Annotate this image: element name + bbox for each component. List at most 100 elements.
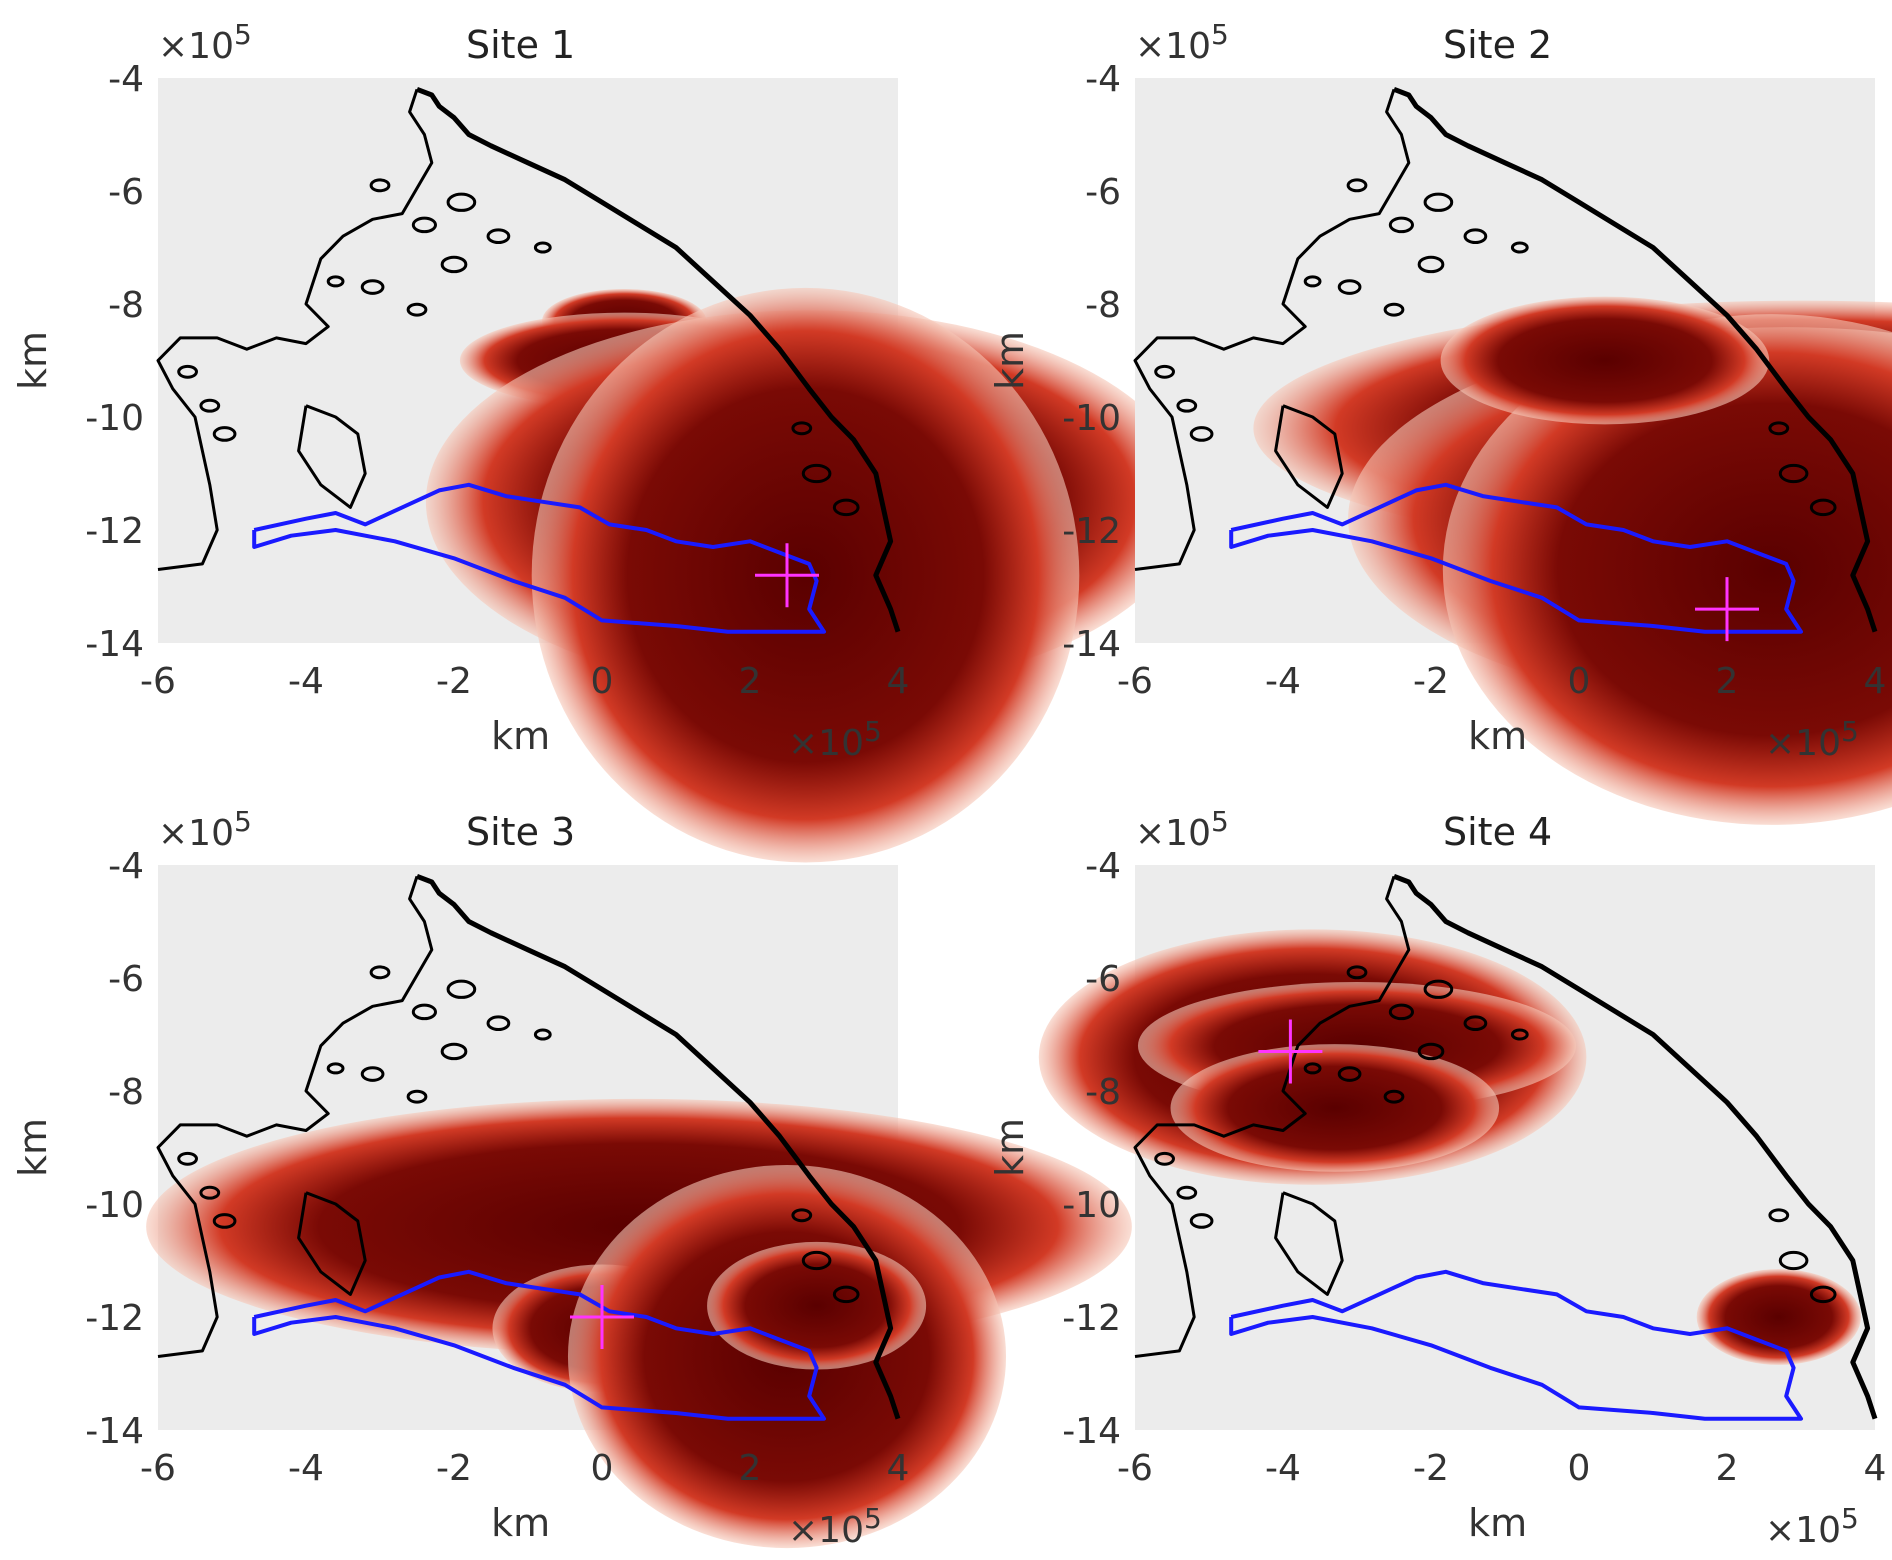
island-2 bbox=[411, 1003, 437, 1021]
x-axis-exponent-power: 5 bbox=[1841, 715, 1859, 748]
island-1 bbox=[1346, 178, 1368, 193]
y-axis-exponent: ×105 bbox=[1135, 805, 1229, 854]
y-tick-label: -10 bbox=[85, 398, 144, 439]
coastline-lobe bbox=[297, 1191, 367, 1296]
island-6 bbox=[1337, 1066, 1362, 1082]
island-7 bbox=[406, 1089, 428, 1104]
island-3 bbox=[1423, 192, 1454, 212]
coastline-west bbox=[156, 88, 434, 571]
y-tick-label: -6 bbox=[108, 959, 144, 1000]
y-tick-label: -14 bbox=[1062, 624, 1121, 665]
panel-title: Site 2 bbox=[1443, 23, 1552, 67]
island-12 bbox=[212, 426, 237, 442]
island-4 bbox=[1463, 228, 1488, 245]
y-axis-exponent: ×105 bbox=[158, 805, 252, 854]
y-tick-label: -6 bbox=[108, 172, 144, 213]
x-tick-label: -4 bbox=[1265, 1448, 1301, 1489]
x-tick-label: 4 bbox=[1864, 661, 1887, 702]
island-12 bbox=[212, 1213, 237, 1229]
x-tick-label: 4 bbox=[887, 661, 910, 702]
x-tick-label: 0 bbox=[1568, 661, 1591, 702]
y-tick-label: -10 bbox=[1062, 398, 1121, 439]
island-14 bbox=[832, 1285, 860, 1304]
y-axis-exponent: ×105 bbox=[1135, 18, 1229, 67]
island-13 bbox=[801, 463, 832, 484]
island-1 bbox=[1346, 965, 1368, 980]
island-3 bbox=[1423, 979, 1454, 999]
island-14 bbox=[1809, 1285, 1837, 1304]
island-5 bbox=[533, 1028, 552, 1041]
x-tick-label: 4 bbox=[1864, 1448, 1887, 1489]
island-15 bbox=[791, 421, 813, 436]
hotspot-4 bbox=[1442, 314, 1892, 825]
x-axis-exponent: ×105 bbox=[1765, 1502, 1859, 1551]
x-axis-exponent-power: 5 bbox=[864, 715, 882, 748]
y-tick-label: -8 bbox=[1085, 285, 1121, 326]
catchment-outline bbox=[252, 482, 826, 634]
coastline-north bbox=[416, 86, 901, 633]
island-6 bbox=[360, 279, 385, 295]
island-10 bbox=[1154, 364, 1175, 379]
island-15 bbox=[1768, 1208, 1790, 1223]
island-2 bbox=[1388, 1003, 1415, 1021]
y-tick-label: -6 bbox=[1085, 959, 1121, 1000]
y-tick-label: -4 bbox=[108, 59, 144, 100]
island-10 bbox=[177, 364, 198, 379]
x-tick-label: 2 bbox=[739, 1448, 762, 1489]
island-10 bbox=[177, 1151, 198, 1166]
y-axis-label: km bbox=[11, 331, 55, 390]
x-tick-label: 4 bbox=[887, 1448, 910, 1489]
coastline-lobe bbox=[1274, 1191, 1344, 1296]
island-5 bbox=[533, 241, 552, 254]
coastline-west bbox=[1133, 88, 1411, 571]
island-15 bbox=[791, 1208, 813, 1223]
island-13 bbox=[1778, 463, 1809, 484]
x-axis-label: km bbox=[491, 714, 550, 758]
island-9 bbox=[326, 275, 345, 288]
y-tick-label: -14 bbox=[85, 624, 144, 665]
island-7 bbox=[1383, 302, 1405, 317]
y-tick-label: -10 bbox=[85, 1185, 144, 1226]
y-tick-label: -8 bbox=[108, 285, 144, 326]
x-axis-label: km bbox=[1468, 714, 1527, 758]
x-tick-label: 2 bbox=[739, 661, 762, 702]
island-11 bbox=[1176, 1185, 1198, 1200]
island-6 bbox=[1337, 279, 1362, 295]
y-axis-label: km bbox=[988, 331, 1032, 390]
island-10 bbox=[1154, 1151, 1175, 1166]
island-5 bbox=[1510, 1028, 1529, 1041]
island-11 bbox=[199, 398, 221, 413]
panel-2: Site 2-6 -4 -2 0 2 4-14-12-10-8-6-4kmkm×105×1… bbox=[988, 18, 1892, 825]
y-tick-label: -12 bbox=[1062, 511, 1121, 552]
island-14 bbox=[832, 498, 860, 517]
island-13 bbox=[1778, 1250, 1809, 1271]
x-axis-label: km bbox=[1468, 1501, 1527, 1545]
hotspot-3 bbox=[1170, 1044, 1500, 1172]
x-tick-label: 0 bbox=[1568, 1448, 1591, 1489]
x-tick-label: -4 bbox=[1265, 661, 1301, 702]
panel-4: Site 4 -6 -4 -2 0 2 4 -14 -12 -10 -8 -6 -4 km km ×105 ×1… bbox=[988, 805, 1886, 1551]
island-7 bbox=[1383, 1089, 1405, 1104]
x-axis-exponent-power: 5 bbox=[864, 1502, 882, 1535]
y-tick-label: -14 bbox=[85, 1411, 144, 1452]
y-axis-label: km bbox=[11, 1118, 55, 1177]
y-axis-label: km bbox=[988, 1118, 1032, 1177]
x-tick-label: -2 bbox=[436, 661, 472, 702]
hotspot-5 bbox=[1440, 296, 1770, 425]
hotspot-4 bbox=[707, 1241, 927, 1370]
island-12 bbox=[1189, 1213, 1214, 1229]
y-axis-exponent: ×105 bbox=[158, 18, 252, 67]
island-1 bbox=[369, 178, 391, 193]
coastline-north bbox=[1393, 873, 1878, 1420]
x-tick-label: 0 bbox=[591, 1448, 614, 1489]
island-9 bbox=[326, 1062, 345, 1075]
catchment-outline bbox=[1229, 482, 1803, 634]
x-tick-label: 0 bbox=[591, 661, 614, 702]
x-tick-label: -6 bbox=[1117, 661, 1153, 702]
island-4 bbox=[1463, 1015, 1488, 1032]
y-tick-label: -12 bbox=[1062, 1298, 1121, 1339]
panel-title: Site 3 bbox=[466, 810, 575, 854]
y-tick-label: -8 bbox=[1085, 1072, 1121, 1113]
panel-title: Site 4 bbox=[1443, 810, 1552, 854]
